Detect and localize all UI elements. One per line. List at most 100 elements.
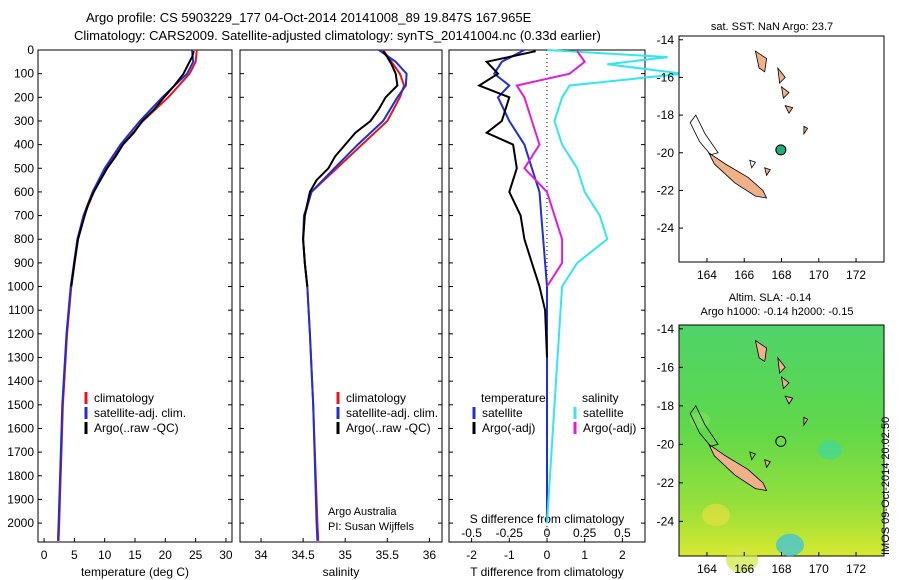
x-tick-label: 30 <box>219 548 233 562</box>
x-tick-label: 172 <box>846 268 866 282</box>
x-tick-label: 1 <box>581 548 588 562</box>
y-tick-label: 1400 <box>7 374 34 388</box>
y-tick-label: 0 <box>27 43 34 57</box>
land-vanuatu <box>754 339 768 363</box>
sal-argo-diff-line <box>515 50 587 288</box>
sla-anomaly-blob <box>702 503 730 527</box>
y-tick-label: -14 <box>657 322 675 336</box>
salinity-panel: 34 34.5 35 35.5 36 salinity climatologysatelli… <box>239 49 443 579</box>
land-loyalty <box>749 451 757 461</box>
y-tick-label: -24 <box>657 221 675 235</box>
argo-line <box>302 50 399 287</box>
y-tick-label: -16 <box>657 70 675 84</box>
sst-map-panel: sat. SST: NaN Argo: 23.7 164 166 168 170 172 -… <box>657 21 885 282</box>
y-tick-label: -22 <box>657 183 675 197</box>
s-tick-label: 0.25 <box>573 526 597 540</box>
y-tick-label: 700 <box>14 209 34 223</box>
annotation-text: PI: Susan Wijffels <box>328 521 414 533</box>
x-tick-label: 0 <box>544 548 551 562</box>
y-tick-label: -14 <box>657 33 675 47</box>
x-tick-label: 35.5 <box>376 548 400 562</box>
x-tick-label: 172 <box>846 562 866 576</box>
legend-label: climatology <box>94 391 154 405</box>
y-tick-label: 1900 <box>7 492 34 506</box>
legend-label: satellite-adj. clim. <box>94 406 186 420</box>
x-tick-label: 35 <box>339 548 353 562</box>
x-tick-label: 10 <box>98 548 112 562</box>
x-tick-label: 170 <box>809 562 829 576</box>
annotation-text: Argo Australia <box>328 506 397 518</box>
y-tick-label: -18 <box>657 399 675 413</box>
y-tick-label: -20 <box>657 146 675 160</box>
argo-location-marker <box>775 435 787 447</box>
y-tick-label: 1000 <box>7 280 34 294</box>
x-axis-label: salinity <box>323 565 360 579</box>
legend-heading: salinity <box>582 391 619 405</box>
land-vanuatu <box>803 125 809 136</box>
x-tick-label: -1 <box>504 548 515 562</box>
s-tick-label: -0.5 <box>461 526 482 540</box>
land-loyalty <box>764 459 771 469</box>
x-tick-label: 5 <box>71 548 78 562</box>
sla-anomaly-blob <box>818 440 842 460</box>
plot-frame <box>37 49 233 543</box>
y-tick-label: -18 <box>657 108 675 122</box>
satellite-line <box>57 49 195 541</box>
legend-label: satellite <box>583 406 624 420</box>
satellite-line <box>302 49 408 541</box>
x-tick-label: 168 <box>771 268 791 282</box>
y-tick-label: -20 <box>657 437 675 451</box>
x-axis-label: temperature (deg C) <box>81 565 189 579</box>
x-tick-label: 164 <box>697 562 717 576</box>
map-title: Argo h1000: -0.14 h2000: -0.15 <box>701 306 854 318</box>
land-new-caledonia <box>707 151 768 199</box>
x-tick-label: -2 <box>466 548 477 562</box>
x-tick-label: 170 <box>809 268 829 282</box>
x-tick-label: 36 <box>423 548 437 562</box>
y-tick-label: -22 <box>657 476 675 490</box>
y-tick-label: -24 <box>657 514 675 528</box>
x-tick-label: 166 <box>734 268 754 282</box>
y-tick-label: 400 <box>14 138 34 152</box>
sla-anomaly-blob <box>776 533 804 557</box>
x-tick-label: 166 <box>734 562 754 576</box>
y-tick-label: 1100 <box>8 303 34 317</box>
reef-outline <box>689 114 719 156</box>
x-tick-label: 2 <box>619 548 626 562</box>
x-axis-label: T difference from climatology <box>470 565 624 579</box>
y-tick-label: 1500 <box>7 398 34 412</box>
land-vanuatu <box>780 85 790 100</box>
land-vanuatu <box>784 105 794 114</box>
land-vanuatu <box>803 416 809 427</box>
y-tick-label: 2000 <box>7 516 34 530</box>
x-tick-label: 34.5 <box>291 548 315 562</box>
legend-label: Argo(..raw -QC) <box>346 421 431 435</box>
y-tick-label: 100 <box>14 67 34 81</box>
land-vanuatu <box>777 356 786 374</box>
y-tick-label: 500 <box>14 161 34 175</box>
plot-title-line2: Climatology: CARS2009. Satellite-adjuste… <box>74 28 601 43</box>
land-vanuatu <box>754 50 768 73</box>
x-tick-label: 168 <box>771 562 791 576</box>
y-tick-label: 1300 <box>7 351 34 365</box>
land-vanuatu <box>777 66 786 84</box>
land-loyalty <box>764 167 771 177</box>
x-tick-label: 25 <box>189 548 203 562</box>
y-tick-label: 1200 <box>7 327 34 341</box>
y-tick-label: 300 <box>14 114 34 128</box>
x-tick-label: 34 <box>254 548 268 562</box>
y-tick-label: 200 <box>14 90 34 104</box>
s-tick-label: -0.25 <box>496 526 524 540</box>
difference-panel: -2 -1 0 1 2-0.5 -0.25 0 0.25 0.5S difference fro… <box>448 49 683 579</box>
temperature-panel: 0100200300400500600700800900100011001200… <box>7 43 233 579</box>
y-tick-label: 600 <box>14 185 34 199</box>
sla-anomaly-blob <box>726 547 758 573</box>
land-vanuatu <box>780 376 790 390</box>
sla-map-panel: Altim. SLA: -0.14 Argo h1000: -0.14 h2000… <box>657 292 885 576</box>
y-tick-label: 1700 <box>7 445 34 459</box>
legend-label: satellite-adj. clim. <box>346 406 438 420</box>
y-tick-label: 1600 <box>7 421 34 435</box>
argo-line <box>70 50 195 287</box>
y-tick-label: 1800 <box>7 469 34 483</box>
